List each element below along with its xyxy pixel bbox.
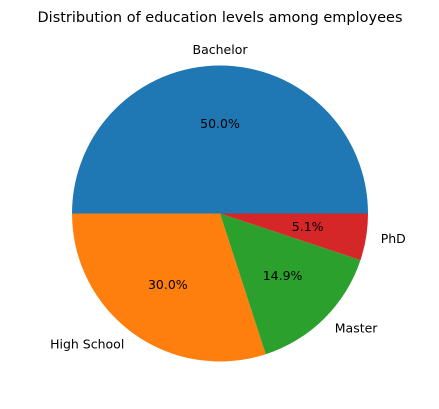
pie-slices <box>72 65 368 362</box>
pie-slice-master <box>220 213 361 355</box>
pie-slice-phd <box>220 213 368 261</box>
category-label-master: Master <box>335 320 379 335</box>
percent-label-phd: 5.1% <box>292 219 324 234</box>
category-label-bachelor: Bachelor <box>193 42 249 57</box>
pie-slice-bachelor <box>72 65 368 214</box>
category-label-high-school: High School <box>50 337 124 352</box>
percent-label-bachelor: 50.0% <box>200 116 240 131</box>
percent-label-high-school: 30.0% <box>148 277 188 292</box>
category-label-phd: PhD <box>381 231 406 246</box>
percent-label-master: 14.9% <box>263 268 303 283</box>
chart-title: Distribution of education levels among e… <box>38 10 403 26</box>
pie-labels: Bachelor 50.0% High School 30.0% Master 14.9%… <box>50 42 406 352</box>
pie-slice-high-school <box>72 213 266 362</box>
